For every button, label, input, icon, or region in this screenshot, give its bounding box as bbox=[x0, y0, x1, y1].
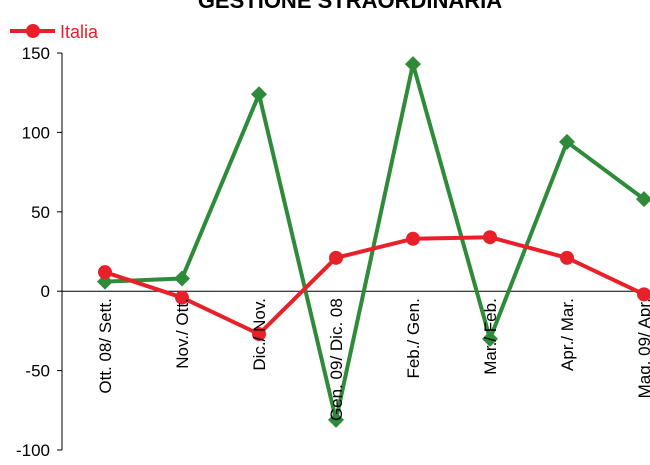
series-line-1 bbox=[104, 62, 646, 422]
series-0-point bbox=[483, 230, 497, 245]
y-tick-label: 150 bbox=[22, 44, 50, 63]
series-1-point bbox=[174, 270, 190, 287]
y-tick-label: 0 bbox=[41, 282, 50, 301]
y-tick-label: -100 bbox=[16, 441, 50, 460]
x-tick-label: Mar./ Feb. bbox=[481, 298, 500, 375]
series-1-point bbox=[559, 133, 575, 150]
series-0-point bbox=[560, 250, 574, 265]
x-tick-label: Apr./ Mar. bbox=[558, 298, 577, 371]
series-0-point bbox=[329, 250, 343, 265]
series-0-point bbox=[637, 287, 650, 302]
legend-circle-marker bbox=[26, 24, 40, 38]
legend: Italia bbox=[10, 22, 99, 42]
x-tick-label: Nov./ Ott. bbox=[173, 298, 192, 369]
axes bbox=[61, 53, 643, 450]
series-1-point bbox=[328, 411, 344, 428]
legend-label-italia: Italia bbox=[60, 22, 99, 42]
y-tick-label: -50 bbox=[25, 362, 50, 381]
y-axis-ticks: -100 -50 0 50 100 150 bbox=[16, 44, 62, 460]
x-tick-label: Dic./ Nov. bbox=[250, 298, 269, 370]
series-1-point bbox=[482, 330, 498, 347]
series-0-point bbox=[98, 265, 112, 280]
y-tick-label: 50 bbox=[31, 203, 50, 222]
series-1-point bbox=[405, 56, 421, 73]
series-0-point bbox=[175, 290, 189, 305]
series-layer bbox=[97, 56, 650, 428]
series-1-point bbox=[251, 86, 267, 103]
y-tick-label: 100 bbox=[22, 123, 50, 142]
x-tick-label: Mag. 09/ Apr. bbox=[635, 298, 650, 398]
x-tick-label: Ott. 08/ Sett. bbox=[96, 298, 115, 393]
x-tick-label: Gen. 09/ Dic. 08 bbox=[327, 298, 346, 421]
series-0-point bbox=[406, 231, 420, 246]
series-1-point bbox=[636, 191, 650, 208]
series-line-0 bbox=[104, 235, 645, 337]
chart-title: GESTIONE STRAORDINARIA bbox=[198, 0, 502, 13]
x-axis-ticks: Ott. 08/ Sett. Nov./ Ott. Dic./ Nov. Gen. 0… bbox=[96, 298, 650, 421]
x-tick-label: Feb./ Gen. bbox=[404, 298, 423, 378]
series-0-point bbox=[252, 327, 266, 342]
